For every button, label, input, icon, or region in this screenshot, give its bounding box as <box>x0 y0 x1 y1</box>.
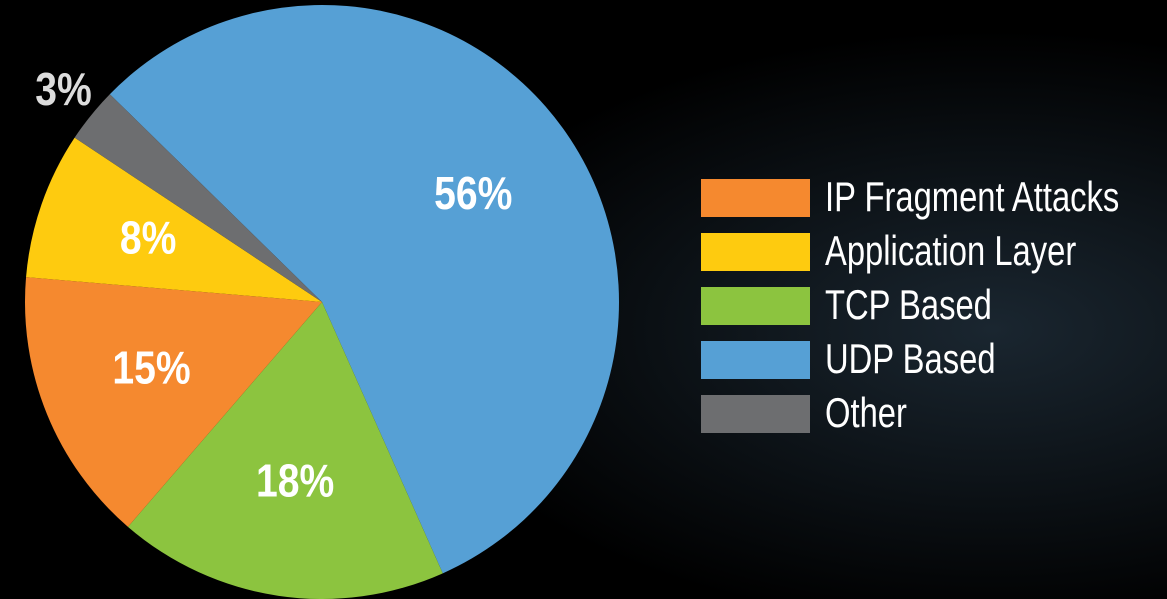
slice-label: 3% <box>35 64 92 116</box>
legend-label: IP Fragment Attacks <box>825 173 1119 220</box>
slice-labels: 56% 18% 15% 8% 3% <box>35 64 512 507</box>
pie-slice <box>25 277 323 527</box>
legend-label: UDP Based <box>825 335 996 382</box>
legend-swatch <box>701 341 810 379</box>
slice-label: 18% <box>256 455 334 507</box>
legend-swatch <box>701 395 810 433</box>
pie-slice <box>26 137 322 302</box>
legend-label: Other <box>825 389 907 436</box>
legend-swatch <box>701 179 810 217</box>
legend-label: Application Layer <box>825 227 1076 274</box>
pie-slice <box>127 302 443 599</box>
legend-label: TCP Based <box>825 281 992 328</box>
legend: IP Fragment Attacks Application Layer TCP … <box>701 173 1119 436</box>
legend-swatch <box>701 287 810 325</box>
slice-label: 15% <box>112 343 190 395</box>
slice-label: 56% <box>434 168 512 220</box>
slice-label: 8% <box>120 213 177 265</box>
pie-slice <box>74 94 322 303</box>
legend-swatch <box>701 233 810 271</box>
pie <box>25 4 620 599</box>
pie-slice <box>109 4 620 574</box>
